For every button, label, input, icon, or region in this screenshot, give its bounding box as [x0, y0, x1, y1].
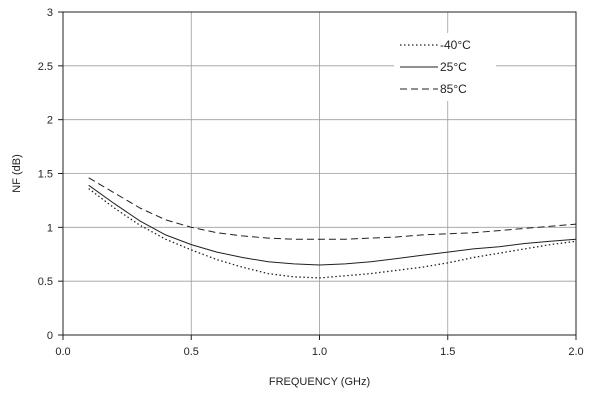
- series-line-0: [88, 188, 577, 279]
- x-tick-label: 1.5: [440, 346, 455, 358]
- series-lines: [88, 177, 577, 279]
- y-tick-label: 2.5: [38, 61, 53, 73]
- ticks: [58, 11, 577, 340]
- y-tick-label: 1: [47, 222, 53, 234]
- series-line-1: [88, 184, 577, 266]
- y-tick-label: 0: [47, 330, 53, 342]
- y-tick-label: 1.5: [38, 169, 53, 181]
- x-tick-label: 0.5: [184, 346, 199, 358]
- legend-label: -40°C: [440, 38, 471, 52]
- x-axis-title: FREQUENCY (GHz): [269, 376, 370, 388]
- y-axis-title: NF (dB): [11, 154, 23, 193]
- series-line-2: [88, 177, 577, 240]
- legend: -40°C 25°C 85°C: [400, 38, 471, 96]
- x-tick-label: 1.0: [312, 346, 327, 358]
- grid: [63, 12, 576, 335]
- y-tick-label: 3: [47, 7, 53, 19]
- y-tick-label: 2: [47, 115, 53, 127]
- x-tick-label: 0.0: [55, 346, 70, 358]
- y-tick-label: 0.5: [38, 276, 53, 288]
- x-tick-label: 2.0: [568, 346, 583, 358]
- tick-labels: 0.0 0.5 1.0 1.5 2.0 0 0.5 1 1.5 2 2.5 3: [38, 7, 584, 358]
- legend-label: 85°C: [440, 82, 467, 96]
- legend-label: 25°C: [440, 60, 467, 74]
